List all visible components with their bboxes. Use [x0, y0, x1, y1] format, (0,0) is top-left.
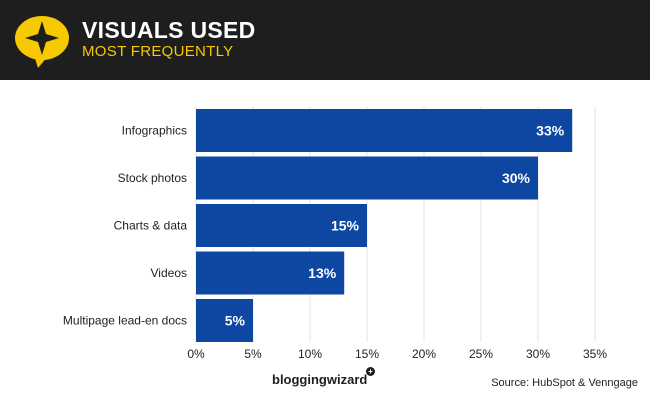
category-label: Infographics: [122, 124, 187, 138]
star-speech-bubble-icon: [15, 16, 69, 68]
data-label: 15%: [331, 218, 360, 234]
x-tick-label: 25%: [469, 347, 493, 361]
bar-chart: 0% 5% 10% 15% 20% 25% 30% 35% Infographics 33% Sto…: [63, 106, 607, 361]
x-tick-label: 20%: [412, 347, 436, 361]
data-label: 33%: [536, 123, 565, 139]
bar: [196, 204, 367, 247]
category-label: Stock photos: [118, 171, 187, 185]
data-label: 13%: [308, 265, 337, 281]
chart-title: VISUALS USED: [82, 17, 256, 43]
bar: [196, 156, 538, 200]
bar: [196, 251, 345, 295]
header-bar: VISUALS USED MOST FREQUENTLY: [0, 0, 650, 80]
x-tick-label: 15%: [355, 347, 379, 361]
category-label: Charts & data: [114, 219, 188, 233]
bar: [196, 109, 573, 152]
brand-logo: bloggingwizard: [272, 372, 368, 387]
brand-mark-icon: +: [366, 367, 375, 376]
category-label: Videos: [151, 266, 187, 280]
data-label: 30%: [502, 170, 531, 186]
data-label: 5%: [225, 313, 246, 329]
chart-subtitle: MOST FREQUENTLY: [82, 43, 234, 60]
x-tick-label: 30%: [526, 347, 550, 361]
x-tick-label: 35%: [583, 347, 607, 361]
source-note: Source: HubSpot & Venngage: [491, 377, 638, 389]
x-tick-label: 0%: [187, 347, 205, 361]
x-tick-label: 10%: [298, 347, 322, 361]
bar: [196, 299, 253, 342]
category-label: Multipage lead-en docs: [63, 314, 187, 328]
x-tick-label: 5%: [244, 347, 262, 361]
